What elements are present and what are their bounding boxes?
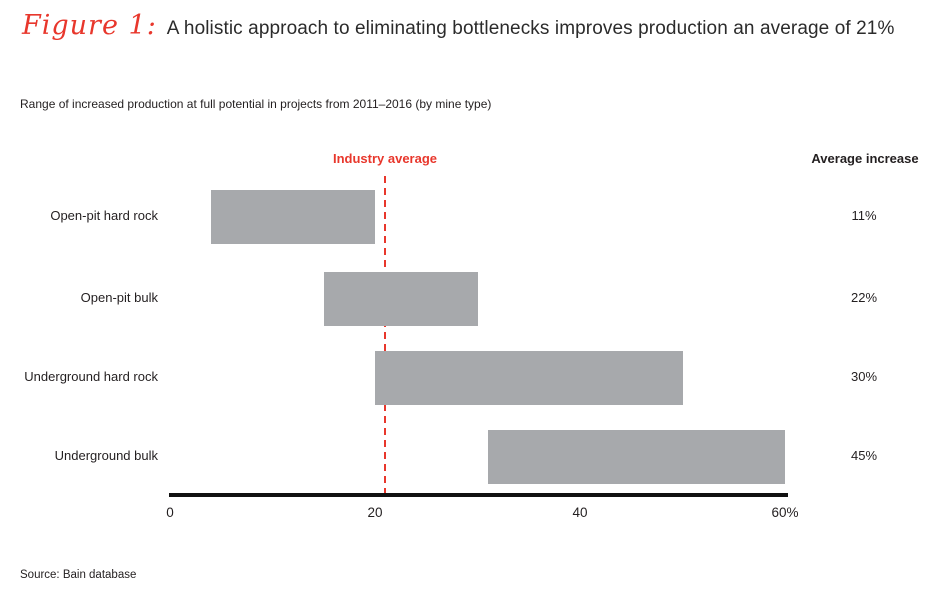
x-axis-line [169, 493, 788, 497]
category-label: Open-pit hard rock [50, 208, 158, 223]
industry-average-label: Industry average [332, 151, 438, 166]
average-increase-header: Average increase [811, 151, 919, 166]
source-note: Source: Bain database [20, 569, 137, 581]
x-axis-tick-label: 0 [166, 505, 174, 520]
average-increase-value: 30% [850, 369, 878, 384]
chart-subtitle: Range of increased production at full po… [20, 97, 492, 111]
industry-average-line [384, 176, 387, 493]
range-bar [323, 272, 478, 326]
average-increase-value: 11% [851, 208, 877, 223]
figure-number-label: Figure 1: [22, 10, 157, 41]
range-bar [211, 190, 375, 244]
average-increase-value: 22% [850, 290, 878, 305]
average-increase-value: 45% [850, 448, 878, 463]
range-bar [375, 351, 683, 405]
range-bar [487, 430, 785, 484]
x-axis-tick-label: 40 [572, 505, 588, 520]
category-label: Underground hard rock [24, 369, 158, 384]
x-axis-tick-label: 60% [771, 505, 799, 520]
figure-title: Figure 1: A holistic approach to elimina… [22, 10, 894, 41]
x-axis-tick-label: 20 [367, 505, 383, 520]
category-label: Open-pit bulk [80, 290, 158, 305]
figure-title-text: A holistic approach to eliminating bottl… [166, 18, 895, 39]
category-label: Underground bulk [54, 448, 158, 463]
